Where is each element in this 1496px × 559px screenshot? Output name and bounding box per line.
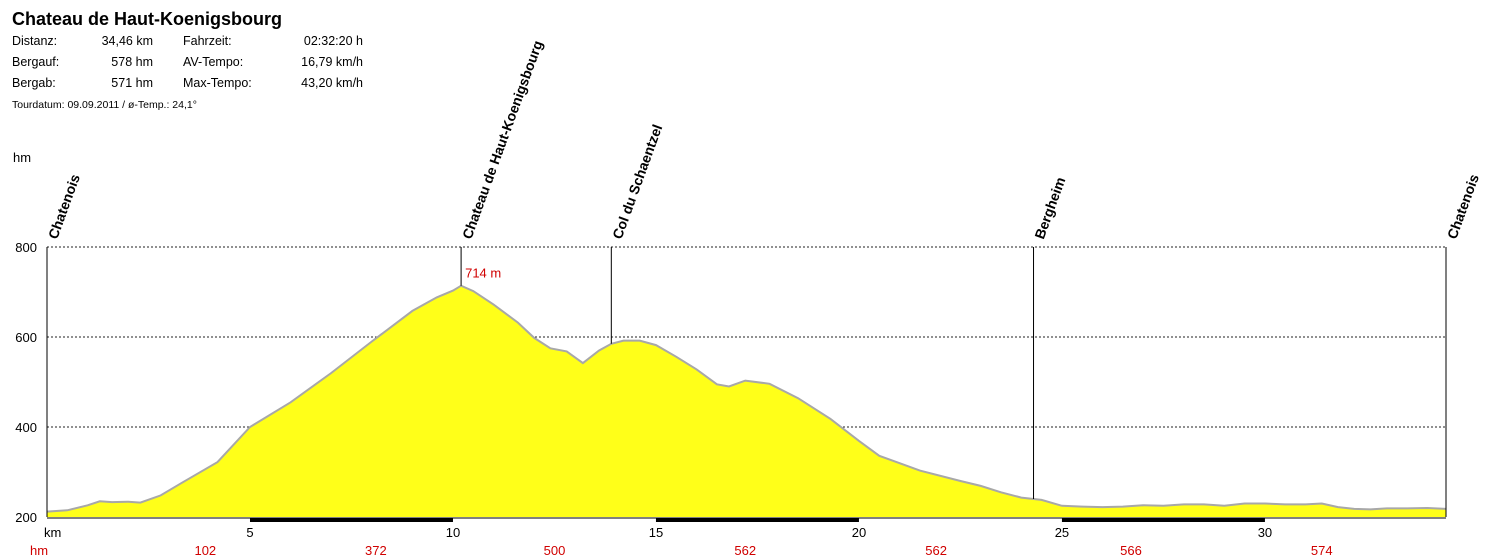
y-tick-label: 200 <box>15 510 37 525</box>
ascent-value: 578 hm <box>111 55 153 69</box>
waypoint-label: Chateau de Haut-Koenigsbourg <box>459 38 546 241</box>
tour-title: Chateau de Haut-Koenigsbourg <box>12 9 283 29</box>
elevation-area <box>46 284 1447 517</box>
descent-label: Bergab: <box>12 76 56 90</box>
x-tick-label: 10 <box>446 525 460 540</box>
waypoint-label: Chatenois <box>1444 172 1482 241</box>
distance-value: 34,46 km <box>101 34 153 48</box>
avg-speed-label: AV-Tempo: <box>183 55 244 69</box>
time-label: Fahrzeit: <box>183 34 232 48</box>
y-tick-label: 400 <box>15 420 37 435</box>
elevation-line <box>46 284 1447 513</box>
x-axis-bar <box>1061 518 1265 522</box>
stats-block: Distanz: 34,46 km Fahrzeit: 02:32:20 h B… <box>12 34 363 96</box>
tour-date-line: Tourdatum: 09.09.2011 / ø-Temp.: 24,1° <box>12 99 197 111</box>
avg-speed-value: 16,79 km/h <box>301 55 363 69</box>
x-tick-label: 30 <box>1258 525 1272 540</box>
cumulative-ascent-value: 574 <box>1311 543 1333 558</box>
time-value: 02:32:20 h <box>303 34 363 48</box>
descent-value: 571 hm <box>111 76 153 90</box>
cumulative-ascent-value: 500 <box>544 543 566 558</box>
y-tick-label: 800 <box>15 240 37 255</box>
y-axis-label: hm <box>13 150 31 165</box>
ascent-label: Bergauf: <box>12 55 60 69</box>
cumulative-ascent-value: 102 <box>194 543 216 558</box>
x-axis-label: km <box>44 525 61 540</box>
x-axis-bar <box>655 518 859 522</box>
x-tick-label: 20 <box>852 525 866 540</box>
distance-label: Distanz: <box>12 34 58 48</box>
peak-label: 714 m <box>465 266 501 281</box>
y-tick-label: 600 <box>15 330 37 345</box>
x-axis-bar <box>249 518 453 522</box>
waypoint-label: Bergheim <box>1031 175 1068 241</box>
cumulative-ascent-value: 372 <box>365 543 387 558</box>
waypoint-label: Col du Schaentzel <box>609 122 665 241</box>
axis-labels: 200 400 600 800 hm 714 m 5 10 15 20 25 30 km hm 102 372… <box>13 150 1333 558</box>
cumulative-ascent-value: 566 <box>1120 543 1142 558</box>
max-speed-label: Max-Tempo: <box>183 76 252 90</box>
x-tick-label: 25 <box>1055 525 1069 540</box>
cumulative-ascent-value: 562 <box>734 543 756 558</box>
x-tick-label: 5 <box>246 525 253 540</box>
elevation-fill <box>47 285 1446 517</box>
tour-summary: Chateau de Haut-Koenigsbourg Distanz: 34… <box>12 8 363 111</box>
waypoint-label: Chatenois <box>45 172 83 241</box>
x-tick-label: 15 <box>649 525 663 540</box>
max-speed-value: 43,20 km/h <box>301 76 363 90</box>
cumulative-label: hm <box>30 543 48 558</box>
axes <box>46 247 1447 522</box>
cumulative-ascent-value: 562 <box>925 543 947 558</box>
